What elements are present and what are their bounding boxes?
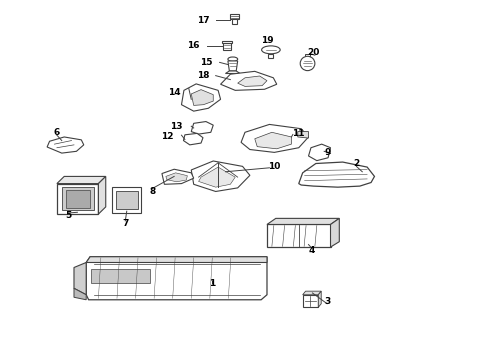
Polygon shape (91, 269, 150, 283)
Polygon shape (232, 19, 237, 24)
Text: 9: 9 (325, 148, 331, 157)
Polygon shape (66, 190, 90, 208)
Polygon shape (331, 219, 339, 247)
Polygon shape (223, 42, 231, 50)
Polygon shape (191, 122, 213, 134)
Polygon shape (305, 54, 310, 57)
Polygon shape (57, 176, 106, 184)
Polygon shape (112, 187, 142, 213)
Ellipse shape (262, 46, 280, 54)
Text: 12: 12 (161, 132, 173, 141)
Text: 6: 6 (54, 128, 60, 137)
Text: 2: 2 (353, 159, 360, 168)
Text: 15: 15 (199, 58, 212, 67)
Text: 20: 20 (307, 48, 319, 57)
Polygon shape (166, 173, 187, 182)
Polygon shape (220, 71, 277, 90)
Polygon shape (309, 144, 331, 161)
Ellipse shape (228, 57, 238, 61)
Polygon shape (98, 176, 106, 214)
Polygon shape (74, 288, 86, 300)
Polygon shape (298, 132, 309, 138)
Polygon shape (225, 71, 240, 73)
Polygon shape (238, 76, 267, 86)
Text: 13: 13 (171, 122, 183, 131)
Polygon shape (191, 90, 213, 105)
Polygon shape (162, 169, 194, 184)
Text: 16: 16 (188, 41, 200, 50)
Polygon shape (318, 291, 321, 307)
Polygon shape (230, 14, 239, 19)
Ellipse shape (300, 56, 315, 71)
Text: 18: 18 (197, 71, 210, 80)
Polygon shape (62, 187, 94, 211)
Polygon shape (241, 125, 309, 152)
Text: 4: 4 (308, 246, 315, 255)
Polygon shape (303, 295, 318, 307)
Polygon shape (57, 184, 98, 214)
Polygon shape (74, 262, 86, 295)
Text: 1: 1 (209, 279, 215, 288)
Polygon shape (183, 134, 203, 145)
Polygon shape (86, 257, 267, 262)
Text: 8: 8 (149, 187, 155, 196)
Text: 11: 11 (293, 129, 305, 138)
Text: 3: 3 (324, 297, 330, 306)
Polygon shape (267, 219, 339, 225)
Polygon shape (47, 137, 84, 153)
Text: 14: 14 (168, 87, 180, 96)
Polygon shape (221, 41, 232, 42)
Polygon shape (255, 132, 292, 149)
Text: 5: 5 (65, 211, 71, 220)
Polygon shape (303, 291, 321, 295)
Polygon shape (86, 257, 267, 300)
Text: 17: 17 (197, 16, 210, 25)
Polygon shape (269, 54, 273, 58)
Polygon shape (299, 162, 374, 187)
Polygon shape (191, 161, 250, 192)
Text: 19: 19 (261, 36, 273, 45)
Polygon shape (267, 225, 331, 247)
Text: 7: 7 (122, 219, 128, 228)
Polygon shape (228, 61, 238, 71)
Polygon shape (198, 167, 235, 187)
Text: 10: 10 (268, 162, 280, 171)
Polygon shape (181, 84, 221, 111)
Polygon shape (116, 191, 138, 210)
